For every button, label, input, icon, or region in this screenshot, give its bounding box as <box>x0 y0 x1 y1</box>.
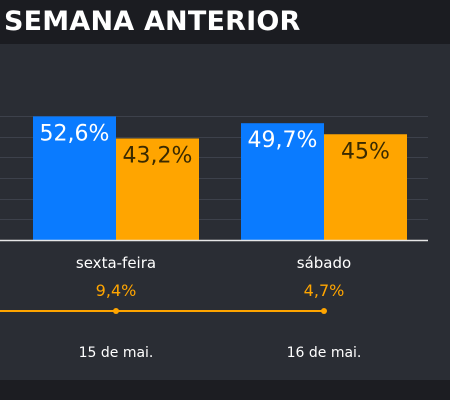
footer-bar <box>0 380 450 400</box>
category-label: sexta-feira <box>76 254 156 272</box>
difference-point <box>321 308 327 314</box>
bar-series-2-1 <box>324 134 407 240</box>
difference-point <box>113 308 119 314</box>
bar-series-1-0 <box>33 116 116 240</box>
date-label: 15 de mai. <box>79 345 154 361</box>
bar-value-label: 49,7% <box>248 128 318 153</box>
difference-label: 9,4% <box>96 281 137 300</box>
bar-series-2-0 <box>116 138 199 240</box>
title-bar: SEMANA ANTERIOR <box>0 0 450 44</box>
bar-value-label: 52,6% <box>40 121 110 146</box>
bar-value-label: 45% <box>341 139 390 164</box>
page-title: SEMANA ANTERIOR <box>4 6 301 37</box>
bar-value-label: 43,2% <box>123 143 193 168</box>
difference-label: 4,7% <box>304 281 345 300</box>
bar-series-1-1 <box>241 123 324 240</box>
category-label: sábado <box>297 254 351 272</box>
date-label: 16 de mai. <box>287 345 362 361</box>
